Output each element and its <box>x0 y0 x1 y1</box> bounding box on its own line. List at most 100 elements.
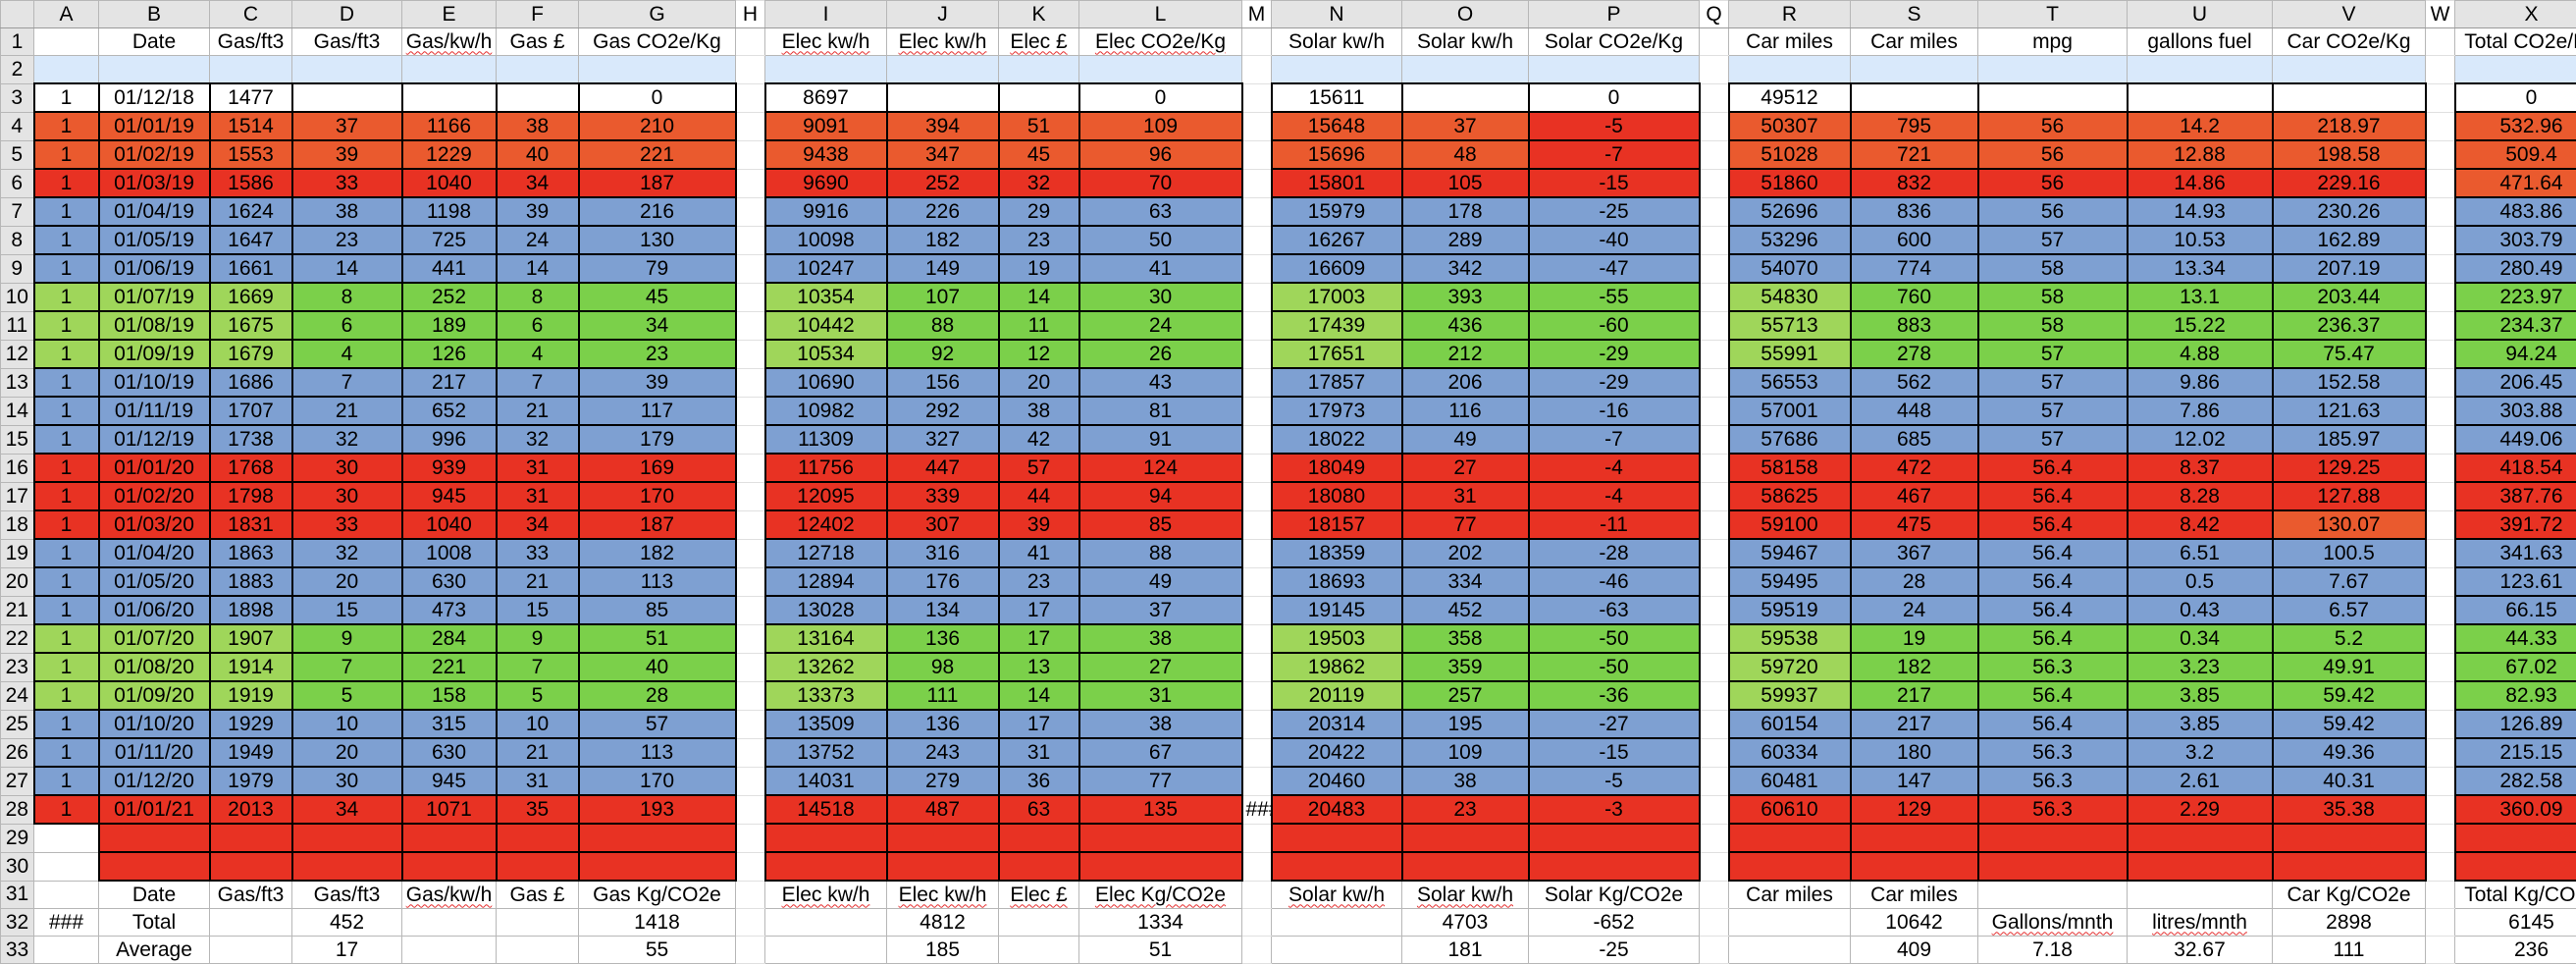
cell-b32[interactable]: Total <box>99 909 210 937</box>
cell-b19[interactable]: 01/04/20 <box>99 539 210 567</box>
cell-x21[interactable]: 66.15 <box>2455 596 2576 624</box>
cell-v17[interactable]: 127.88 <box>2273 482 2426 510</box>
cell-i5[interactable]: 9438 <box>765 140 887 169</box>
cell-v4[interactable]: 218.97 <box>2273 112 2426 140</box>
cell-s29[interactable] <box>1851 824 1978 852</box>
cell-b8[interactable]: 01/05/19 <box>99 226 210 254</box>
cell-l7[interactable]: 63 <box>1079 197 1242 226</box>
cell-e15[interactable]: 996 <box>402 425 497 454</box>
row-header-15[interactable]: 15 <box>1 425 34 454</box>
cell-x8[interactable]: 303.79 <box>2455 226 2576 254</box>
cell-t20[interactable]: 56.4 <box>1978 567 2128 596</box>
cell-e13[interactable]: 217 <box>402 368 497 397</box>
cell-f21[interactable]: 15 <box>497 596 579 624</box>
row-header-12[interactable]: 12 <box>1 340 34 368</box>
cell-e18[interactable]: 1040 <box>402 510 497 539</box>
cell-l1[interactable]: Elec CO2e/Kg <box>1079 28 1242 56</box>
cell-h4[interactable] <box>736 112 765 140</box>
cell-x25[interactable]: 126.89 <box>2455 710 2576 738</box>
cell-g23[interactable]: 40 <box>579 653 736 681</box>
cell-b4[interactable]: 01/01/19 <box>99 112 210 140</box>
cell-p11[interactable]: -60 <box>1529 311 1700 340</box>
cell-g17[interactable]: 170 <box>579 482 736 510</box>
cell-q3[interactable] <box>1700 83 1729 112</box>
cell-l27[interactable]: 77 <box>1079 767 1242 795</box>
cell-m13[interactable] <box>1242 368 1272 397</box>
cell-l19[interactable]: 88 <box>1079 539 1242 567</box>
cell-x6[interactable]: 471.64 <box>2455 169 2576 197</box>
row-header-16[interactable]: 16 <box>1 454 34 482</box>
column-header-b[interactable]: B <box>99 1 210 28</box>
cell-d12[interactable]: 4 <box>292 340 402 368</box>
cell-g28[interactable]: 193 <box>579 795 736 824</box>
cell-x17[interactable]: 387.76 <box>2455 482 2576 510</box>
cell-a5[interactable]: 1 <box>34 140 99 169</box>
cell-j16[interactable]: 447 <box>887 454 999 482</box>
cell-i24[interactable]: 13373 <box>765 681 887 710</box>
cell-l13[interactable]: 43 <box>1079 368 1242 397</box>
cell-p32[interactable]: -652 <box>1529 909 1700 937</box>
row-header-24[interactable]: 24 <box>1 681 34 710</box>
cell-j17[interactable]: 339 <box>887 482 999 510</box>
cell-o7[interactable]: 178 <box>1402 197 1529 226</box>
cell-g19[interactable]: 182 <box>579 539 736 567</box>
cell-p22[interactable]: -50 <box>1529 624 1700 653</box>
cell-c17[interactable]: 1798 <box>210 482 292 510</box>
cell-e32[interactable] <box>402 909 497 937</box>
cell-j14[interactable]: 292 <box>887 397 999 425</box>
cell-r29[interactable] <box>1729 824 1851 852</box>
cell-r25[interactable]: 60154 <box>1729 710 1851 738</box>
cell-l29[interactable] <box>1079 824 1242 852</box>
cell-f7[interactable]: 39 <box>497 197 579 226</box>
cell-b7[interactable]: 01/04/19 <box>99 197 210 226</box>
cell-t30[interactable] <box>1978 852 2128 881</box>
cell-u26[interactable]: 3.2 <box>2128 738 2273 767</box>
cell-p4[interactable]: -5 <box>1529 112 1700 140</box>
cell-i14[interactable]: 10982 <box>765 397 887 425</box>
cell-d29[interactable] <box>292 824 402 852</box>
cell-o18[interactable]: 77 <box>1402 510 1529 539</box>
column-header-q[interactable]: Q <box>1700 1 1729 28</box>
cell-a18[interactable]: 1 <box>34 510 99 539</box>
cell-f14[interactable]: 21 <box>497 397 579 425</box>
cell-q1[interactable] <box>1700 28 1729 56</box>
cell-q22[interactable] <box>1700 624 1729 653</box>
cell-o6[interactable]: 105 <box>1402 169 1529 197</box>
cell-m1[interactable] <box>1242 28 1272 56</box>
cell-m14[interactable] <box>1242 397 1272 425</box>
cell-t5[interactable]: 56 <box>1978 140 2128 169</box>
cell-a23[interactable]: 1 <box>34 653 99 681</box>
cell-r16[interactable]: 58158 <box>1729 454 1851 482</box>
cell-c10[interactable]: 1669 <box>210 283 292 311</box>
cell-i4[interactable]: 9091 <box>765 112 887 140</box>
cell-g3[interactable]: 0 <box>579 83 736 112</box>
cell-d11[interactable]: 6 <box>292 311 402 340</box>
cell-s8[interactable]: 600 <box>1851 226 1978 254</box>
cell-h13[interactable] <box>736 368 765 397</box>
cell-n16[interactable]: 18049 <box>1272 454 1402 482</box>
cell-q28[interactable] <box>1700 795 1729 824</box>
cell-r10[interactable]: 54830 <box>1729 283 1851 311</box>
cell-o15[interactable]: 49 <box>1402 425 1529 454</box>
cell-o23[interactable]: 359 <box>1402 653 1529 681</box>
cell-n10[interactable]: 17003 <box>1272 283 1402 311</box>
cell-k9[interactable]: 19 <box>999 254 1079 283</box>
cell-j7[interactable]: 226 <box>887 197 999 226</box>
cell-w15[interactable] <box>2426 425 2455 454</box>
row-header-9[interactable]: 9 <box>1 254 34 283</box>
cell-i32[interactable] <box>765 909 887 937</box>
cell-s23[interactable]: 182 <box>1851 653 1978 681</box>
cell-k17[interactable]: 44 <box>999 482 1079 510</box>
cell-k14[interactable]: 38 <box>999 397 1079 425</box>
cell-a2[interactable] <box>34 56 99 84</box>
cell-t19[interactable]: 56.4 <box>1978 539 2128 567</box>
cell-b28[interactable]: 01/01/21 <box>99 795 210 824</box>
cell-k8[interactable]: 23 <box>999 226 1079 254</box>
cell-h3[interactable] <box>736 83 765 112</box>
cell-r26[interactable]: 60334 <box>1729 738 1851 767</box>
cell-c3[interactable]: 1477 <box>210 83 292 112</box>
cell-o12[interactable]: 212 <box>1402 340 1529 368</box>
cell-v5[interactable]: 198.58 <box>2273 140 2426 169</box>
cell-i9[interactable]: 10247 <box>765 254 887 283</box>
cell-k1[interactable]: Elec £ <box>999 28 1079 56</box>
